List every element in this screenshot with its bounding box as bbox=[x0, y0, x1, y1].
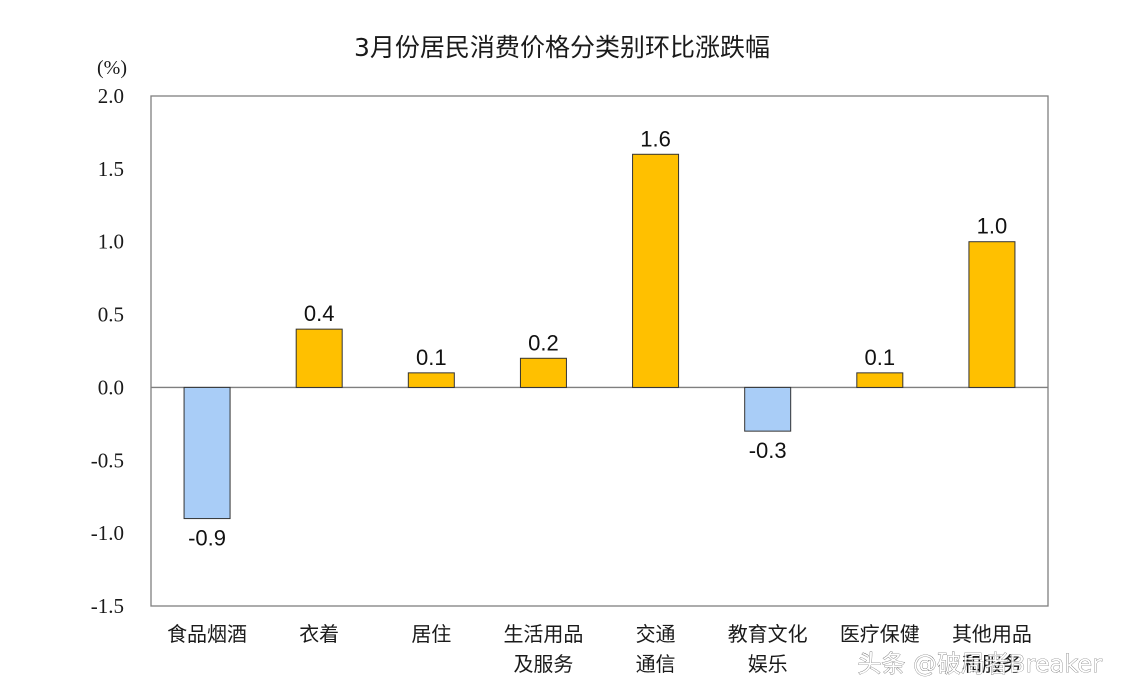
data-label: 0.2 bbox=[528, 330, 559, 355]
y-tick-label: 1.5 bbox=[98, 157, 124, 181]
chart-title: 3月份居民消费价格分类别环比涨跌幅 bbox=[354, 33, 770, 62]
y-tick-label: 2.0 bbox=[98, 84, 124, 108]
x-tick-label: 生活用品 bbox=[503, 622, 583, 646]
data-label: 0.1 bbox=[865, 345, 896, 370]
y-tick-label: -0.5 bbox=[91, 448, 124, 472]
data-labels: -0.9 0.4 0.1 0.2 1.6 -0.3 0.1 1.0 bbox=[188, 126, 1007, 550]
x-tick-label: 居住 bbox=[411, 622, 451, 646]
y-tick-label: 1.0 bbox=[98, 230, 124, 254]
x-tick-label: 食品烟酒 bbox=[167, 622, 247, 646]
x-tick-label: 和服务 bbox=[962, 652, 1022, 676]
data-label: 1.6 bbox=[640, 126, 671, 151]
data-label: -0.3 bbox=[749, 438, 787, 463]
x-tick-label: 娱乐 bbox=[748, 652, 788, 676]
bar bbox=[744, 386, 792, 432]
y-tick-label: -1.0 bbox=[91, 521, 124, 545]
x-tick-label: 及服务 bbox=[513, 652, 573, 676]
x-tick-label: 教育文化 bbox=[728, 622, 808, 646]
x-tick-label: 通信 bbox=[636, 652, 676, 676]
x-tick-label: 医疗保健 bbox=[840, 622, 920, 646]
bar bbox=[632, 153, 680, 388]
bar bbox=[519, 357, 567, 388]
y-axis-ticks: 2.0 1.5 1.0 0.5 0.0 -0.5 -1.0 -1.5 bbox=[91, 84, 124, 618]
data-label: 0.1 bbox=[416, 345, 447, 370]
watermark: 头条 @破局者Breaker bbox=[857, 650, 1102, 678]
data-label: 1.0 bbox=[977, 214, 1008, 239]
bar bbox=[968, 241, 1016, 388]
x-tick-label: 衣着 bbox=[299, 622, 339, 646]
bars bbox=[183, 153, 1016, 520]
bar bbox=[183, 386, 231, 520]
data-label: 0.4 bbox=[304, 301, 335, 326]
y-tick-label: 0.0 bbox=[98, 375, 124, 399]
y-tick-label: -1.5 bbox=[91, 594, 124, 618]
y-tick-label: 0.5 bbox=[98, 303, 124, 327]
data-label: -0.9 bbox=[188, 526, 226, 551]
plot-area-frame bbox=[150, 95, 1049, 607]
bar bbox=[407, 372, 455, 388]
bar bbox=[856, 372, 904, 388]
x-tick-label: 交通 bbox=[636, 622, 676, 646]
bar bbox=[295, 328, 343, 388]
y-unit-label: (%) bbox=[97, 57, 127, 79]
x-tick-label: 其他用品 bbox=[952, 622, 1032, 646]
